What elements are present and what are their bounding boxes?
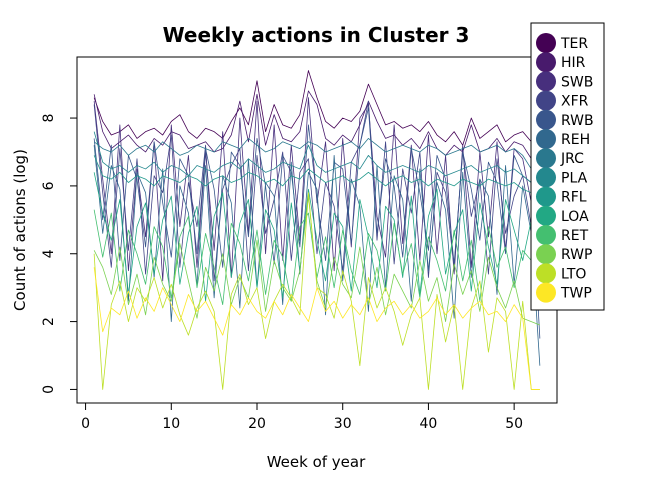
legend-swatch-hir [536, 52, 556, 73]
legend-label-hir: HIR [561, 55, 586, 71]
series-line-hir [93, 90, 541, 302]
y-tick-label: 8 [41, 114, 57, 123]
x-axis: 0 10 20 30 40 50 [81, 402, 523, 432]
legend-label-rfl: RFL [561, 190, 587, 206]
legend-swatch-reh [536, 129, 556, 149]
legend-label-xfr: XFR [561, 94, 589, 110]
legend-label-jrc: JRC [560, 151, 584, 167]
legend-label-lto: LTO [561, 266, 586, 282]
x-axis-label: Week of year [267, 453, 366, 471]
series-line-xfr [93, 100, 541, 305]
series-line-jrc [93, 138, 541, 193]
series-line-rfl [93, 155, 541, 200]
legend-label-loa: LOA [561, 209, 589, 225]
series-line-pla [93, 131, 541, 190]
legend-swatch-xfr [536, 90, 556, 111]
y-axis: 0 2 4 6 8 [41, 114, 78, 394]
legend-label-twp: TWP [560, 286, 592, 302]
legend-swatch-lto [536, 263, 556, 284]
series-layer [93, 70, 541, 390]
legend-swatch-jrc [536, 148, 556, 169]
series-line-lto [93, 192, 540, 390]
x-tick-label: 0 [81, 416, 90, 432]
legend-label-pla: PLA [561, 170, 588, 186]
legend-swatch-loa [536, 205, 556, 226]
series-line-twp [93, 267, 540, 390]
series-line-loa [93, 172, 541, 302]
legend-swatch-rfl [536, 186, 556, 207]
x-tick-label: 10 [162, 416, 180, 432]
series-line-ter [93, 70, 541, 180]
y-tick-label: 6 [41, 181, 57, 190]
y-tick-label: 0 [41, 385, 57, 394]
y-tick-label: 4 [41, 249, 57, 258]
legend: TER HIR SWB XFR RWB REH JRC PLA RFL LOA RET RWP LTO T… [530, 22, 605, 311]
x-tick-label: 40 [420, 416, 438, 432]
legend-label-swb: SWB [561, 74, 593, 90]
series-line-reh [93, 145, 541, 366]
legend-swatch-pla [536, 167, 556, 188]
series-line-rwp [93, 195, 541, 326]
legend-swatch-twp [536, 282, 556, 303]
legend-swatch-ret [536, 225, 556, 245]
chart-title: Weekly actions in Cluster 3 [163, 23, 470, 47]
series-line-swb [93, 97, 541, 288]
legend-swatch-swb [536, 71, 556, 92]
legend-label-rwb: RWB [561, 113, 594, 129]
y-tick-label: 2 [41, 317, 57, 326]
y-axis-label: Count of actions (log) [11, 149, 29, 311]
legend-label-ter: TER [560, 36, 588, 52]
legend-swatch-rwb [536, 109, 556, 130]
legend-label-rwp: RWP [561, 247, 592, 263]
legend-label-ret: RET [561, 228, 589, 244]
legend-swatch-rwp [536, 244, 556, 265]
x-tick-label: 50 [505, 416, 523, 432]
x-tick-label: 30 [334, 416, 352, 432]
x-tick-label: 20 [248, 416, 266, 432]
legend-label-reh: REH [561, 132, 590, 148]
legend-swatch-ter [536, 33, 556, 53]
series-line-rwb [93, 107, 541, 339]
